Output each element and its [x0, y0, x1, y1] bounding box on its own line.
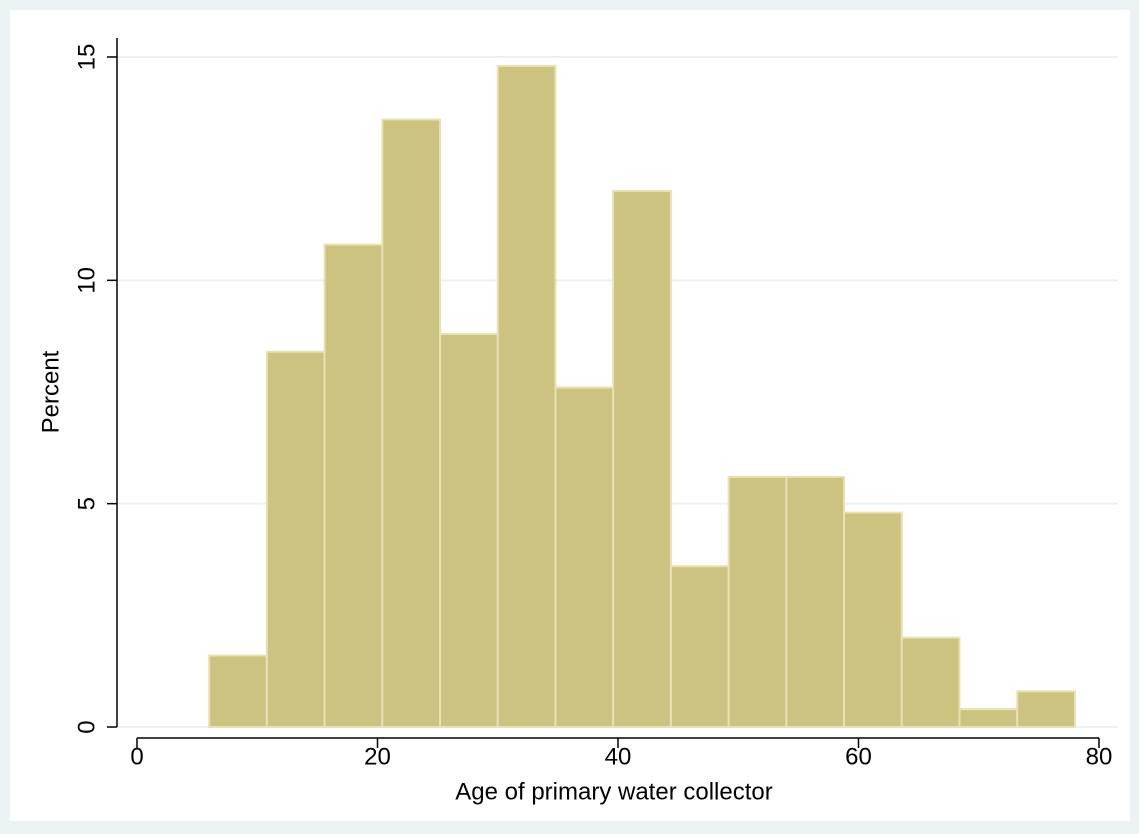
x-tick-label: 40 — [605, 743, 632, 770]
bar — [669, 565, 730, 729]
x-tick-label: 60 — [845, 743, 872, 770]
bar — [612, 190, 672, 728]
y-tick-label: 0 — [73, 720, 100, 733]
x-tick-label: 20 — [364, 743, 391, 770]
bar — [439, 332, 499, 728]
bar — [958, 708, 1019, 729]
y-axis-title: Percent — [37, 350, 64, 433]
bar — [1016, 690, 1076, 728]
bar — [727, 475, 788, 728]
bar — [785, 475, 846, 728]
bar — [554, 386, 615, 728]
bar — [323, 243, 384, 728]
x-axis-title: Age of primary water collector — [455, 778, 772, 805]
bar — [265, 350, 326, 728]
bar — [208, 654, 268, 728]
x-tick-label: 0 — [130, 743, 143, 770]
x-tick-label: 80 — [1086, 743, 1113, 770]
y-tick-label: 10 — [73, 267, 100, 294]
bar — [843, 511, 903, 728]
y-tick-label: 5 — [73, 497, 100, 510]
bar — [381, 118, 442, 729]
bar — [496, 64, 557, 728]
y-tick-label: 15 — [73, 44, 100, 71]
bar — [900, 636, 961, 729]
